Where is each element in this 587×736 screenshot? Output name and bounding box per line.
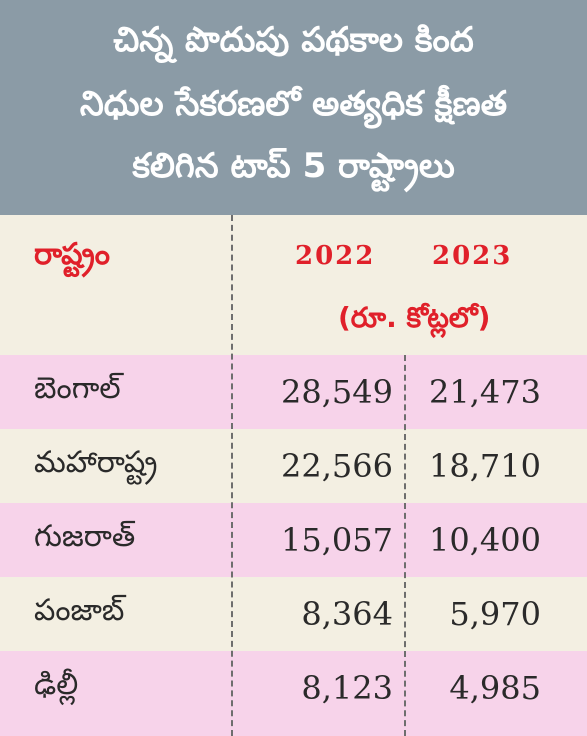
title-banner: చిన్న పొదుపు పథకాల కింద నిధుల సేకరణలో అత… [0,0,587,215]
row-state: బెంగాల్ [34,371,121,406]
row-value-2023: 10,400 [429,521,541,559]
row-value-2023: 4,985 [449,669,541,707]
column-state-label: రాష్ట్రం [34,237,110,272]
column-year-2023: 2023 [432,241,513,271]
row-value-2022: 8,123 [301,669,393,707]
row-value-2022: 22,566 [281,447,393,485]
row-value-2022: 28,549 [281,373,393,411]
table-row-gujarat: గుజరాత్ 15,057 10,400 [0,503,587,577]
row-value-2023: 21,473 [429,373,541,411]
row-value-2022: 8,364 [301,595,393,633]
column-year-2022: 2022 [295,241,376,271]
row-value-2023: 18,710 [429,447,541,485]
column-header: రాష్ట్రం 2022 2023 (రూ. కోట్లలో) [0,215,587,355]
title-line-1: చిన్న పొదుపు పథకాల కింద [113,20,474,60]
row-state: మహారాష్ట్ర [34,445,158,480]
row-state: గుజరాత్ [34,519,136,554]
table-row-maharashtra: మహారాష్ట్ర 22,566 18,710 [0,429,587,503]
column-divider-years [404,355,406,736]
table-row-bengal: బెంగాల్ 28,549 21,473 [0,355,587,429]
unit-label: (రూ. కోట్లలో) [338,301,491,334]
column-divider-state [231,215,233,736]
row-state: పంజాబ్ [34,593,125,628]
table-row-delhi: ఢిల్లీ 8,123 4,985 [0,651,587,736]
title-line-2: నిధుల సేకరణలో అత్యధిక క్షీణత [79,84,508,124]
row-value-2022: 15,057 [281,521,393,559]
title-line-3: కలిగిన టాప్ 5 రాష్ట్రాలు [132,146,455,186]
row-state: ఢిల్లీ [34,667,79,702]
table-row-punjab: పంజాబ్ 8,364 5,970 [0,577,587,651]
row-value-2023: 5,970 [449,595,541,633]
